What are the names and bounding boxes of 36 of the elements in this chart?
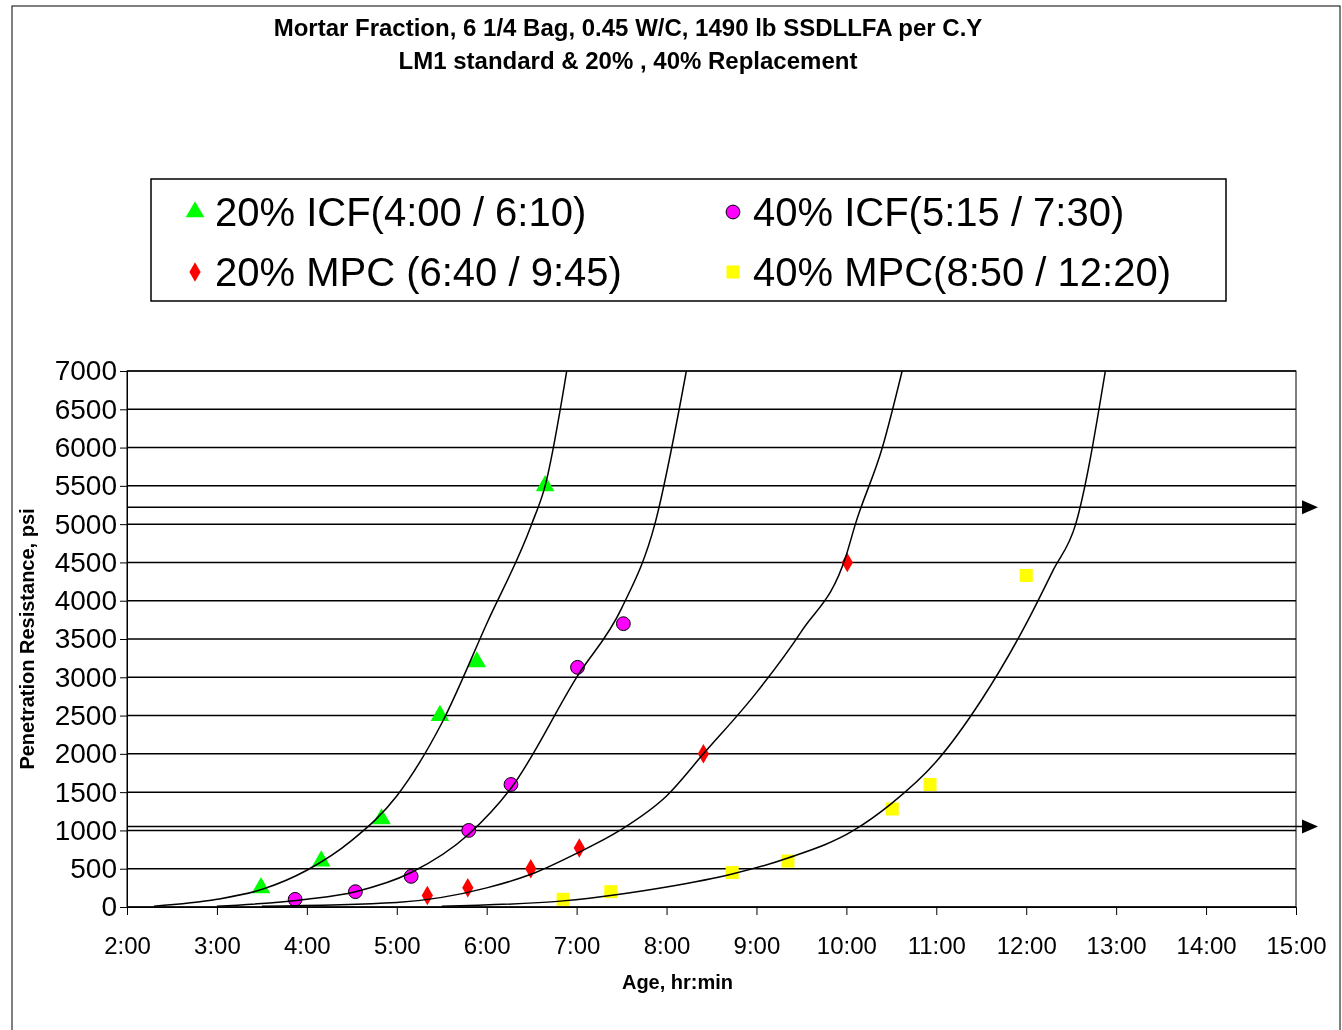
x-tick-label: 6:00 xyxy=(463,932,511,959)
y-tick-label: 3000 xyxy=(54,661,117,693)
chart-title: Mortar Fraction, 6 1/4 Bag, 0.45 W/C, 1490 lb SSDLLFA per C.Y LM1 standard & 20% , 40% Replacement xyxy=(273,14,983,74)
y-tick-label: 1000 xyxy=(54,814,117,846)
x-tick-label: 3:00 xyxy=(194,932,241,959)
y-tick-label: 2000 xyxy=(54,738,117,770)
legend-label: 20% ICF(4:00 / 6:10) xyxy=(215,190,587,234)
x-tick-label: 11:00 xyxy=(907,932,966,959)
y-tick-label: 0 xyxy=(101,891,117,923)
legend-label: 40% MPC(8:50 / 12:20) xyxy=(753,250,1171,294)
y-tick-label: 4500 xyxy=(54,546,117,578)
y-axis-title: Penetration Resistance, psi xyxy=(16,508,38,770)
y-tick-label: 1500 xyxy=(54,776,117,808)
y-tick-label: 5000 xyxy=(54,508,117,540)
y-tick-label: 7000 xyxy=(54,355,117,387)
x-tick-label: 14:00 xyxy=(1176,932,1237,959)
y-tick-label: 5500 xyxy=(54,470,117,502)
x-tick-label: 2:00 xyxy=(104,932,151,959)
x-tick-label: 9:00 xyxy=(733,932,781,959)
y-tick-label: 6000 xyxy=(54,432,117,464)
y-tick-label: 3500 xyxy=(54,623,117,655)
x-axis-title: Age, hr:min xyxy=(621,971,734,993)
x-tick-label: 4:00 xyxy=(283,932,331,959)
x-tick-label: 12:00 xyxy=(996,932,1057,959)
y-tick-label: 500 xyxy=(70,853,117,885)
legend-label: 40% ICF(5:15 / 7:30) xyxy=(753,190,1125,234)
x-tick-label: 8:00 xyxy=(643,932,691,959)
x-tick-label: 5:00 xyxy=(373,932,421,959)
y-tick-label: 2500 xyxy=(54,700,117,732)
x-tick-label: 10:00 xyxy=(816,932,877,959)
x-tick-label: 15:00 xyxy=(1266,932,1327,959)
x-tick-label: 7:00 xyxy=(553,932,601,959)
x-tick-label: 13:00 xyxy=(1086,932,1147,959)
y-tick-label: 4000 xyxy=(54,585,117,617)
legend-label: 20% MPC (6:40 / 9:45) xyxy=(215,250,622,294)
y-tick-label: 6500 xyxy=(54,393,117,425)
